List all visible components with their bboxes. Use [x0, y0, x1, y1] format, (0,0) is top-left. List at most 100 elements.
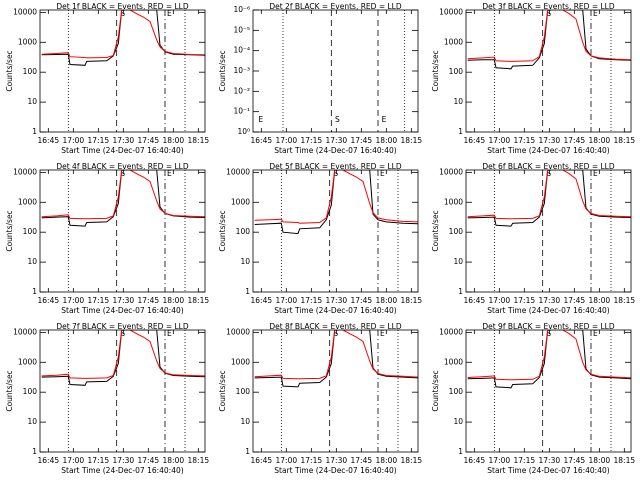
panel-title: Det 8f BLACK = Events, RED = LLD	[269, 322, 402, 331]
x-tick-label: 17:00	[63, 296, 85, 305]
x-axis-label: Start Time (24-Dec-07 16:40:40)	[487, 466, 609, 475]
y-axis-label: Counts/sec	[218, 50, 227, 91]
annotation: S	[120, 329, 125, 338]
y-tick-label: 10000	[13, 7, 37, 16]
plot-frame	[252, 9, 419, 133]
annotation: E	[167, 329, 172, 338]
annotation: S	[546, 9, 551, 18]
x-tick-label: 16:45	[251, 296, 273, 305]
x-tick-label: 17:15	[514, 456, 536, 465]
y-tick-label: 1000	[231, 197, 250, 206]
y-tick-label: 10000	[13, 327, 37, 336]
x-tick-label: 16:45	[251, 456, 273, 465]
y-tick-label: 10000	[439, 167, 463, 176]
panel-title: Det 9f BLACK = Events, RED = LLD	[482, 322, 615, 331]
plot-frame	[465, 9, 632, 133]
y-axis-label: Counts/sec	[218, 210, 227, 251]
x-tick-label: 18:00	[589, 136, 611, 145]
x-tick-label: 16:45	[38, 136, 60, 145]
y-axis-label: Counts/sec	[218, 370, 227, 411]
x-axis-label: Start Time (24-Dec-07 16:40:40)	[61, 306, 183, 315]
x-tick-label: 16:45	[464, 296, 486, 305]
x-tick-label: 17:30	[539, 136, 561, 145]
y-tick-label: 10	[27, 417, 37, 426]
x-tick-label: 17:45	[138, 296, 160, 305]
x-tick-label: 16:45	[38, 296, 60, 305]
y-tick-label: 1000	[231, 357, 250, 366]
x-tick-label: 18:15	[188, 136, 210, 145]
annotation: E	[593, 329, 598, 338]
x-axis-label: Start Time (24-Dec-07 16:40:40)	[61, 466, 183, 475]
x-tick-label: 17:15	[88, 296, 110, 305]
y-tick-label: 100	[449, 67, 464, 76]
x-tick-label: 17:45	[564, 296, 586, 305]
x-tick-label: 17:45	[138, 136, 160, 145]
x-tick-label: 17:15	[88, 456, 110, 465]
y-axis-label: Counts/sec	[431, 50, 440, 91]
annotation: S	[333, 329, 338, 338]
y-tick-label: 10	[27, 257, 37, 266]
x-axis-label: Start Time (24-Dec-07 16:40:40)	[487, 146, 609, 155]
x-tick-label: 18:15	[614, 456, 636, 465]
y-tick-label: 1000	[444, 197, 463, 206]
x-tick-label: 16:45	[464, 456, 486, 465]
series-line	[467, 330, 631, 381]
x-tick-label: 17:30	[539, 296, 561, 305]
x-tick-label: 18:15	[401, 296, 423, 305]
x-tick-label: 17:15	[301, 296, 323, 305]
x-tick-label: 17:00	[489, 136, 511, 145]
y-tick-label: 1	[458, 127, 463, 136]
x-tick-label: 17:00	[63, 136, 85, 145]
plot-frame	[252, 329, 419, 453]
x-tick-label: 17:45	[351, 456, 373, 465]
series-line	[254, 330, 418, 380]
x-tick-label: 17:45	[564, 456, 586, 465]
x-axis-label: Start Time (24-Dec-07 16:40:40)	[487, 306, 609, 315]
panel-title: Det 7f BLACK = Events, RED = LLD	[56, 322, 189, 331]
x-tick-label: 18:00	[163, 456, 185, 465]
panel: Det 5f BLACK = Events, RED = LLD Start Ti…	[218, 162, 422, 315]
x-tick-label: 17:15	[301, 456, 323, 465]
series-line	[254, 170, 418, 235]
y-tick-label: 1000	[18, 37, 37, 46]
annotation: E	[167, 169, 172, 178]
plot-frame	[465, 329, 632, 453]
x-tick-label: 17:45	[351, 136, 373, 145]
panel: Det 7f BLACK = Events, RED = LLD Start Ti…	[5, 322, 209, 475]
x-tick-label: 17:00	[276, 136, 298, 145]
y-tick-label: 10	[240, 417, 250, 426]
x-tick-label: 17:00	[489, 456, 511, 465]
panel: Det 6f BLACK = Events, RED = LLD Start Ti…	[431, 162, 635, 315]
x-tick-label: 18:15	[188, 456, 210, 465]
panel: Det 2f BLACK = Events, RED = LLD Start Ti…	[218, 2, 422, 155]
annotation: S	[333, 169, 338, 178]
x-tick-label: 17:30	[113, 136, 135, 145]
plot-frame	[252, 169, 419, 293]
y-tick-label: 10	[453, 257, 463, 266]
plot-frame	[465, 169, 632, 293]
annotation: E	[593, 169, 598, 178]
x-axis-label: Start Time (24-Dec-07 16:40:40)	[61, 146, 183, 155]
plot-frame	[39, 169, 206, 293]
x-tick-label: 17:15	[88, 136, 110, 145]
y-tick-label: 10	[453, 417, 463, 426]
y-tick-label: 10⁻¹	[233, 107, 250, 116]
plot-frame	[39, 9, 206, 133]
panel-title: Det 3f BLACK = Events, RED = LLD	[482, 2, 615, 11]
y-axis-label: Counts/sec	[5, 370, 14, 411]
x-axis-label: Start Time (24-Dec-07 16:40:40)	[274, 466, 396, 475]
annotation: S	[546, 169, 551, 178]
x-tick-label: 18:00	[376, 456, 398, 465]
x-tick-label: 17:00	[489, 296, 511, 305]
x-tick-label: 18:15	[614, 296, 636, 305]
y-tick-label: 10000	[226, 327, 250, 336]
series-line	[254, 170, 418, 224]
y-tick-label: 10	[27, 97, 37, 106]
y-tick-label: 10⁰	[237, 127, 250, 136]
panel: Det 3f BLACK = Events, RED = LLD Start Ti…	[431, 2, 635, 155]
panel-title: Det 5f BLACK = Events, RED = LLD	[269, 162, 402, 171]
y-tick-label: 1000	[444, 357, 463, 366]
x-tick-label: 17:30	[326, 136, 348, 145]
y-tick-label: 10⁻²	[233, 86, 250, 95]
x-tick-label: 18:15	[614, 136, 636, 145]
